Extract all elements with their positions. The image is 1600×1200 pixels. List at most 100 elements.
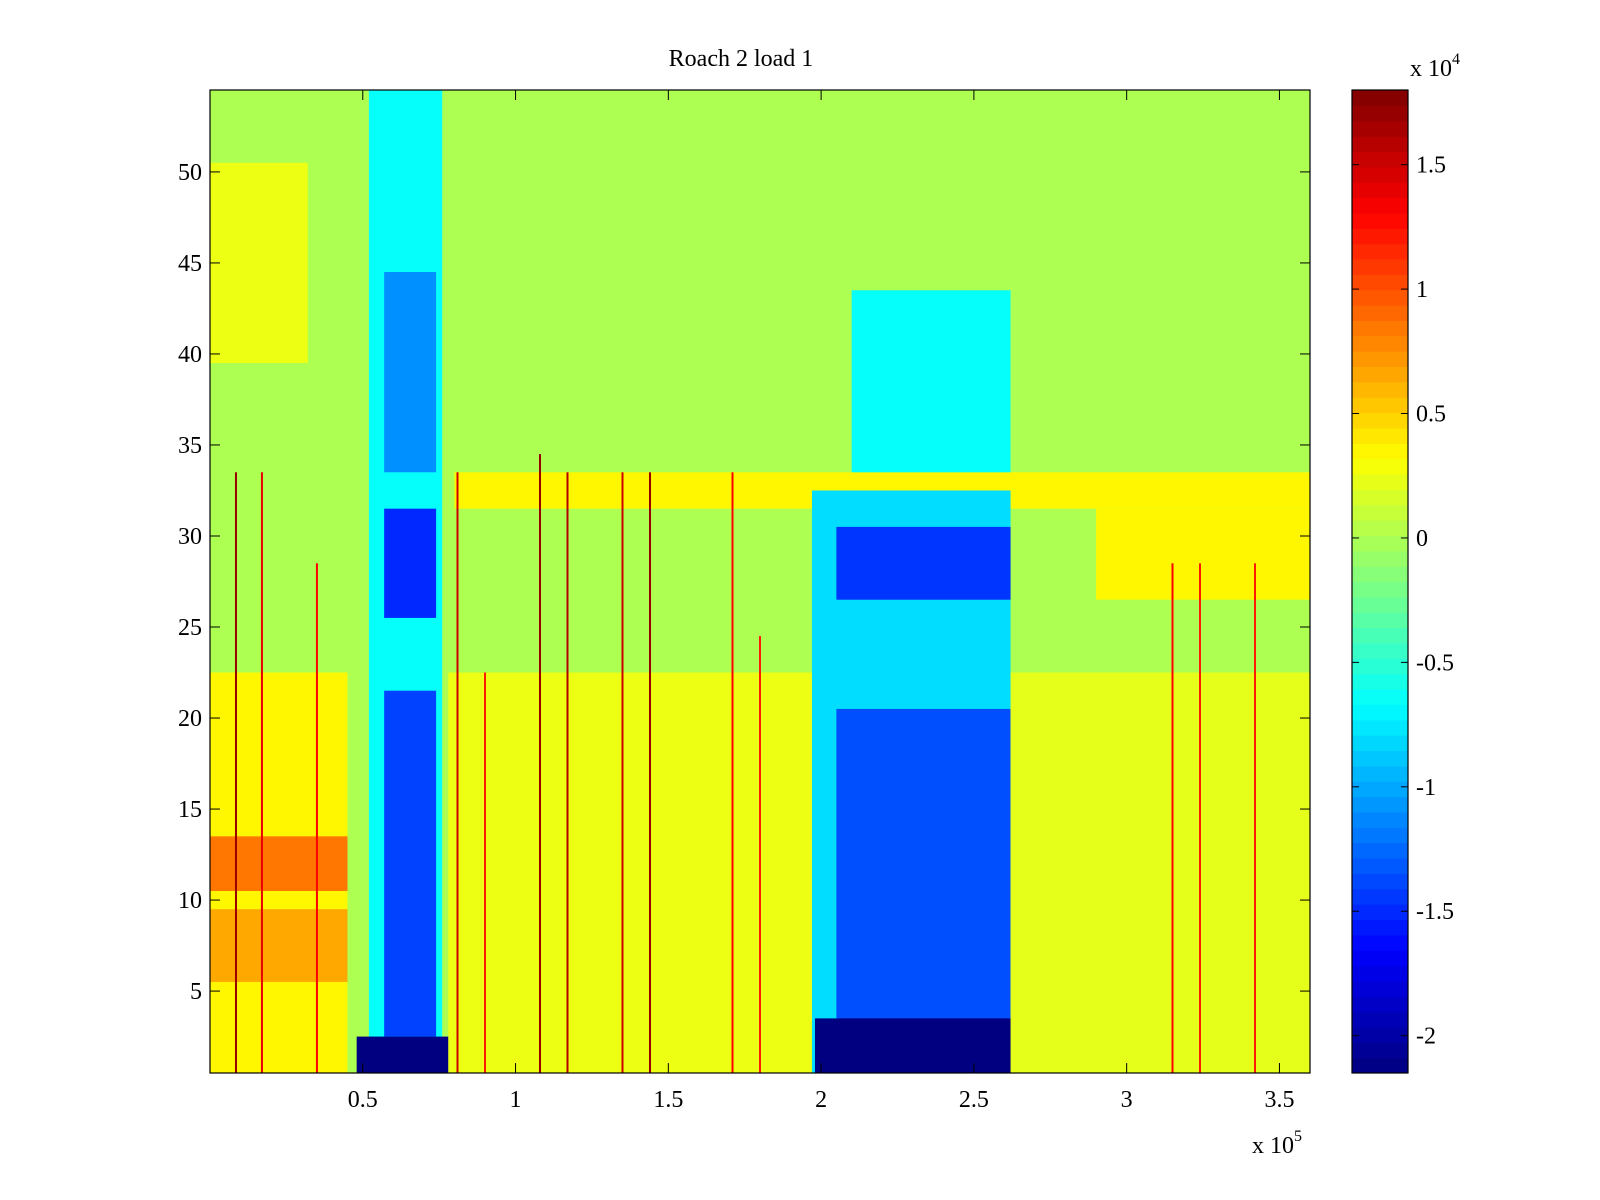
- colorbar-tick-label: -0.5: [1416, 650, 1454, 676]
- colorbar-band: [1352, 120, 1408, 137]
- colorbar-band: [1352, 289, 1408, 306]
- heatmap-spike: [759, 636, 761, 1073]
- colorbar-band: [1352, 504, 1408, 521]
- colorbar-band: [1352, 228, 1408, 245]
- heatmap-spike: [484, 672, 486, 1073]
- colorbar-band: [1352, 750, 1408, 767]
- x-tick-label: 1: [510, 1087, 522, 1113]
- colorbar-band: [1352, 335, 1408, 352]
- heatmap-region: [210, 909, 348, 982]
- colorbar-band: [1352, 550, 1408, 567]
- colorbar-band: [1352, 689, 1408, 705]
- heatmap-region: [384, 272, 437, 473]
- colorbar-band: [1352, 443, 1408, 460]
- colorbar-band: [1352, 919, 1408, 936]
- x-tick-label: 0.5: [348, 1087, 378, 1113]
- colorbar-multiplier: x 104: [1410, 51, 1460, 82]
- colorbar-band: [1352, 520, 1408, 537]
- x-axis-multiplier: x 105: [1252, 1128, 1302, 1159]
- colorbar-band: [1352, 366, 1408, 383]
- colorbar-band: [1352, 381, 1408, 398]
- colorbar-band: [1352, 151, 1408, 168]
- colorbar-band: [1352, 811, 1408, 828]
- colorbar-band: [1352, 888, 1408, 905]
- colorbar-band: [1352, 305, 1408, 321]
- y-tick-label: 50: [178, 160, 202, 186]
- x-tick-label: 1.5: [653, 1087, 683, 1113]
- colorbar-band: [1352, 258, 1408, 275]
- heatmap-region: [836, 526, 1011, 600]
- colorbar-band: [1352, 90, 1408, 106]
- heatmap-spike: [1199, 563, 1201, 1073]
- colorbar-band: [1352, 1042, 1408, 1059]
- colorbar-band: [1352, 980, 1408, 997]
- colorbar-frame: [1351, 89, 1409, 1074]
- colorbar-band: [1352, 627, 1408, 644]
- heatmap-spike: [621, 472, 624, 1073]
- colorbar-band: [1352, 1011, 1408, 1028]
- heatmap-region: [815, 1018, 1023, 1073]
- colorbar-band: [1352, 642, 1408, 659]
- y-tick-label: 45: [178, 251, 202, 277]
- colorbar-band: [1352, 566, 1408, 583]
- colorbar-gradient: [1352, 90, 1408, 1073]
- colorbar-band: [1352, 704, 1408, 721]
- colorbar-tick-label: -1: [1416, 775, 1436, 801]
- colorbar-band: [1352, 581, 1408, 598]
- colorbar-band: [1352, 658, 1408, 675]
- heatmap-plot-area: 0.5 1 1.5 2 2.5 3 3.5 5 10 15 20 25 30 35 40 45 50: [178, 89, 1311, 1113]
- colorbar-band: [1352, 136, 1408, 153]
- y-tick-label: 30: [178, 524, 202, 550]
- colorbar-band: [1352, 996, 1408, 1013]
- heatmap-spike: [539, 454, 541, 1073]
- colorbar-band: [1352, 397, 1408, 414]
- colorbar-band: [1352, 182, 1408, 199]
- x-tick-label: 2: [815, 1087, 827, 1113]
- colorbar-band: [1352, 166, 1408, 183]
- colorbar-band: [1352, 857, 1408, 874]
- y-tick-label: 10: [178, 888, 202, 914]
- colorbar-band: [1352, 612, 1408, 629]
- colorbar-tick-label: 0: [1416, 526, 1428, 552]
- y-axis-ticks: 5 10 15 20 25 30 35 40 45 50: [178, 160, 1310, 1005]
- colorbar-band: [1352, 427, 1408, 444]
- heatmap-region: [836, 708, 1011, 1037]
- heatmap-spike: [456, 472, 459, 1073]
- heatmap-region: [210, 162, 308, 364]
- colorbar-band: [1352, 351, 1408, 368]
- heatmap-spike: [1254, 563, 1256, 1073]
- colorbar-band: [1352, 934, 1408, 951]
- y-tick-label: 15: [178, 797, 202, 823]
- x-tick-label: 3.5: [1264, 1087, 1294, 1113]
- heatmap-region: [851, 290, 1011, 473]
- colorbar-tick-label: -2: [1416, 1024, 1436, 1050]
- colorbar-band: [1352, 105, 1408, 122]
- heatmap-spike: [649, 472, 651, 1073]
- heatmap-spike: [566, 472, 569, 1073]
- colorbar-band: [1352, 842, 1408, 859]
- heatmap-spike: [1171, 563, 1174, 1073]
- heatmap-spike: [234, 472, 237, 1073]
- y-tick-label: 40: [178, 342, 202, 368]
- colorbar-band: [1352, 827, 1408, 844]
- heatmap-region: [384, 690, 437, 1037]
- y-tick-label: 20: [178, 706, 202, 732]
- heatmap-region: [448, 672, 822, 1073]
- colorbar-tick-label: 1: [1416, 277, 1428, 303]
- colorbar-band: [1352, 673, 1408, 690]
- y-tick-label: 5: [190, 979, 202, 1005]
- colorbar-band: [1352, 735, 1408, 752]
- colorbar-band: [1352, 965, 1408, 982]
- colorbar-band: [1352, 719, 1408, 736]
- plot-frame: [209, 89, 1311, 1074]
- colorbar-band: [1352, 489, 1408, 506]
- colorbar-band: [1352, 320, 1408, 337]
- heatmap-region: [1010, 672, 1310, 1073]
- heatmap-spike: [260, 472, 263, 1073]
- colorbar-band: [1352, 1026, 1408, 1043]
- heatmap-region: [1096, 508, 1310, 600]
- colorbar-band: [1352, 596, 1408, 613]
- y-tick-label: 25: [178, 615, 202, 641]
- heatmap-region: [384, 508, 437, 618]
